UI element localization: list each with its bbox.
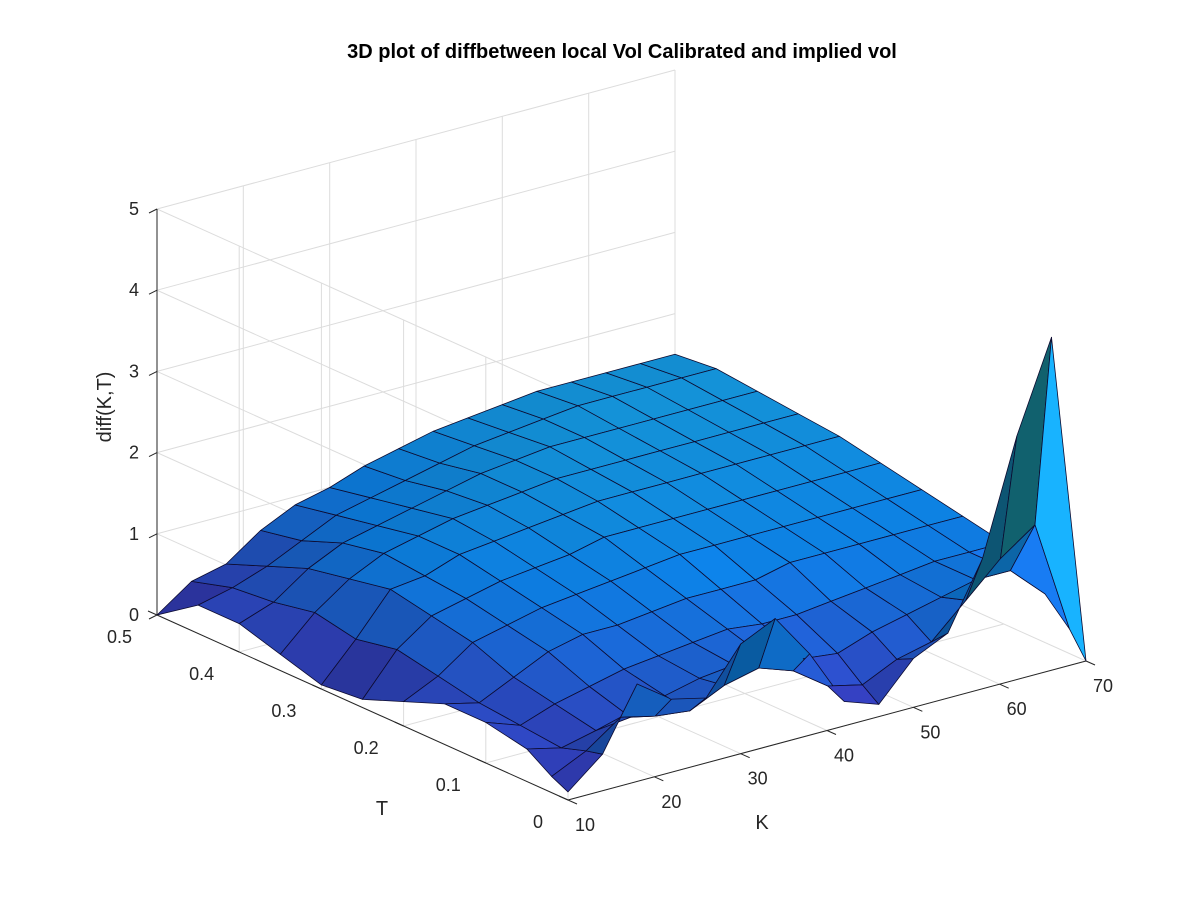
z-tick-mark (148, 614, 158, 620)
k-tick-mark (567, 799, 578, 805)
z-tick-label: 2 (129, 443, 139, 463)
x-axis-label: K (755, 812, 769, 834)
z-tick-mark (148, 208, 158, 214)
t-tick-mark (394, 721, 404, 727)
t-axis-line (156, 614, 569, 801)
t-tick-mark (229, 647, 240, 653)
k-tick-mark (654, 776, 664, 782)
k-tick-mark (1085, 660, 1096, 666)
chart-title: 3D plot of diffbetween local Vol Calibra… (347, 41, 897, 63)
t-tick-label: 0.4 (189, 664, 214, 684)
z-tick-mark (148, 452, 158, 458)
z-tick-label: 5 (129, 199, 139, 219)
surface-mesh (156, 336, 1087, 793)
t-tick-label: 0 (533, 812, 543, 832)
t-tick-label: 0.1 (436, 775, 461, 795)
z-tick-mark (148, 370, 158, 376)
k-tick-mark (826, 730, 837, 735)
z-tick-label: 4 (129, 280, 139, 300)
t-tick-label: 0.2 (354, 738, 379, 758)
k-tick-label: 10 (575, 815, 595, 835)
k-tick-label: 60 (1007, 699, 1027, 719)
z-tick-label: 3 (129, 361, 139, 381)
t-tick-mark (558, 795, 569, 801)
z-tick-mark (148, 533, 158, 539)
k-tick-mark (740, 753, 750, 759)
axes-box (147, 208, 1096, 805)
tick-labels: 0 1 2 3 4 5 10 20 30 40 50 60 70 0 0.1 0.2 0.3 0.4 0.5 (107, 199, 1113, 835)
k-tick-label: 40 (834, 746, 854, 766)
k-tick-label: 20 (661, 792, 681, 812)
z-axis-label: diff(K,T) (94, 372, 116, 443)
y-axis-label: T (376, 798, 388, 820)
z-tick-label: 1 (129, 524, 139, 544)
t-tick-label: 0.5 (107, 627, 132, 647)
z-tick-mark (148, 289, 158, 295)
z-tick-label: 0 (129, 605, 139, 625)
t-tick-label: 0.3 (271, 701, 296, 721)
t-tick-mark (476, 758, 487, 764)
t-tick-mark (147, 610, 158, 616)
k-tick-label: 70 (1093, 676, 1113, 696)
k-tick-mark (913, 706, 923, 712)
k-tick-label: 50 (920, 722, 940, 742)
surface-patch (1034, 336, 1087, 662)
k-tick-label: 30 (748, 769, 768, 789)
k-tick-mark (999, 683, 1009, 689)
t-tick-mark (312, 684, 322, 690)
